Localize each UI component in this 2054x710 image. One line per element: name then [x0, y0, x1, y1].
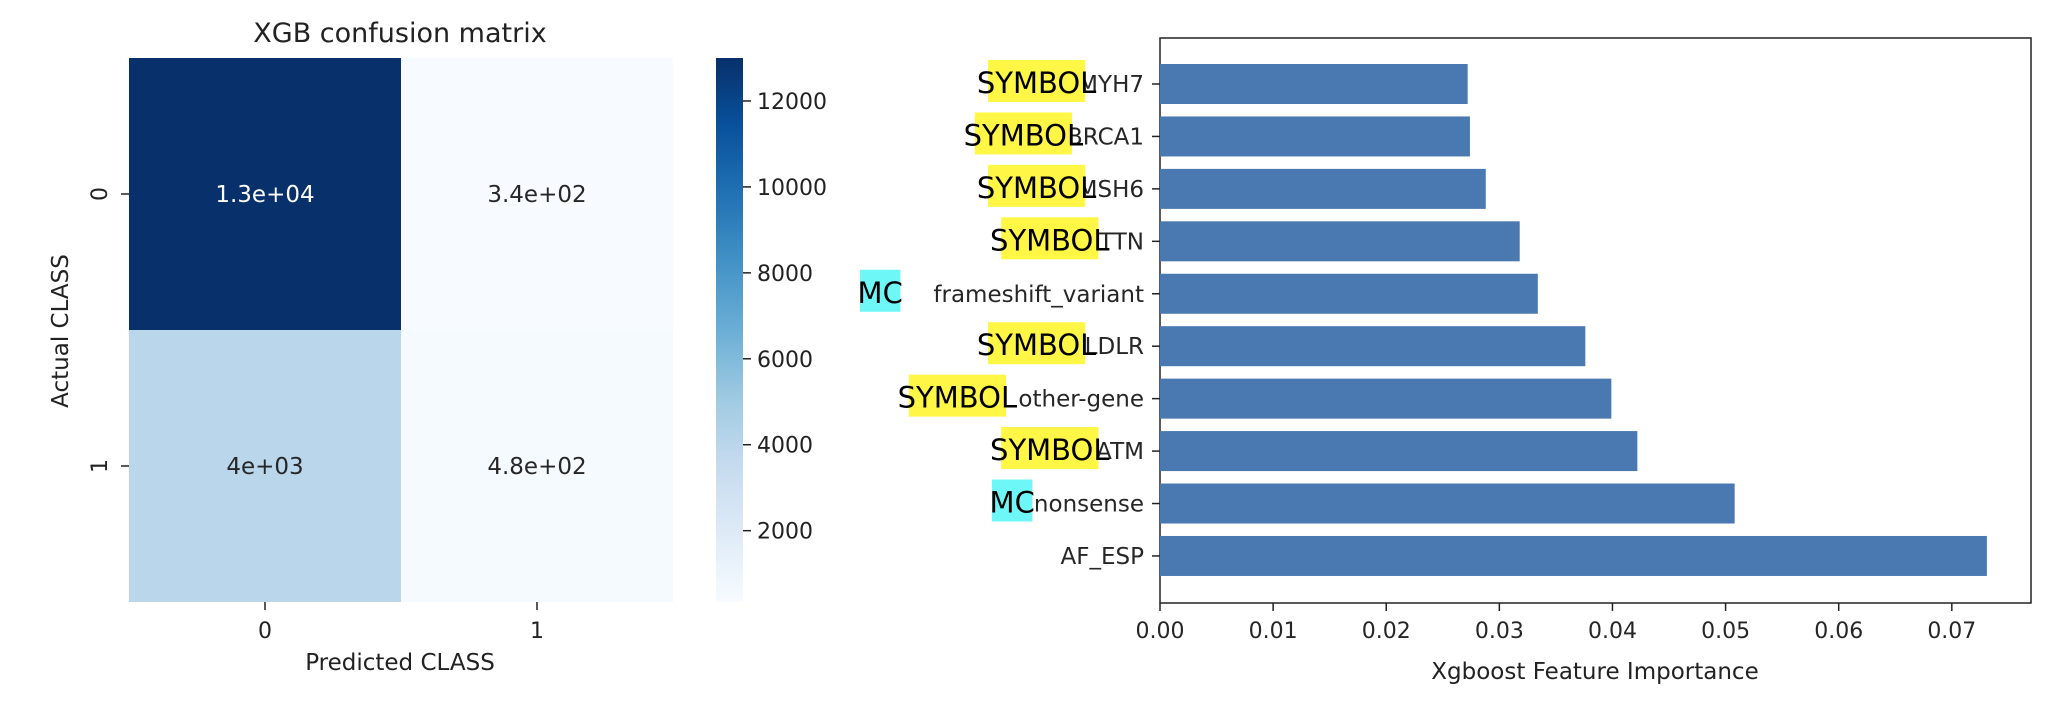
category-label: MYH7 [1078, 72, 1144, 98]
category-label: BRCA1 [1067, 124, 1144, 150]
category-tag-highlight [908, 374, 1006, 417]
x-tick-label: 0.07 [1927, 619, 1976, 644]
category-tag: SYMBOL [990, 433, 1110, 467]
category-tag: SYMBOL [977, 171, 1097, 205]
bar [1160, 431, 1638, 472]
category-tag-highlight [992, 479, 1033, 522]
category-tag-highlight [988, 322, 1086, 365]
category-tag: SYMBOL [977, 328, 1097, 362]
colorbar-tick-label: 2000 [757, 520, 813, 545]
colorbar-tick-label: 4000 [757, 434, 813, 459]
confusion-matrix-title: XGB confusion matrix [253, 18, 546, 49]
category-tag-highlight [988, 164, 1086, 207]
x-tick-label: 0 [258, 619, 272, 644]
confusion-matrix-chart: XGB confusion matrix 1.3e+04 3.4e+02 4e+03… [48, 18, 827, 676]
x-tick-label: 0.04 [1588, 619, 1637, 644]
category-tag: SYMBOL [990, 223, 1110, 257]
bar [1160, 483, 1735, 524]
bar [1160, 221, 1520, 262]
x-tick-label: 0.00 [1136, 619, 1185, 644]
y-tick-label: 1 [88, 459, 113, 473]
category-labels: MYH7 BRCA1 MSH6 TTN frameshift_variant LDLR ot… [933, 72, 1160, 570]
x-tick-label: 0.05 [1701, 619, 1750, 644]
bar [1160, 64, 1468, 104]
feature-importance-chart: MYH7 BRCA1 MSH6 TTN frameshift_variant LDLR ot… [858, 37, 2032, 685]
colorbar-tick-label: 6000 [757, 348, 813, 373]
confusion-matrix-axes: 0 1 0 1 [88, 187, 544, 644]
x-tick-label: 0.02 [1362, 619, 1411, 644]
bar [1160, 326, 1586, 367]
category-tag: MC [990, 486, 1035, 520]
confusion-matrix-cells [129, 58, 673, 602]
bar [1160, 116, 1470, 157]
plot-frame [1159, 37, 2032, 604]
bar [1160, 535, 1987, 576]
colorbar-tick-label: 8000 [757, 262, 813, 287]
cell-annotation: 4e+03 [226, 454, 303, 480]
bar [1160, 168, 1486, 209]
category-tag: SYMBOL [898, 381, 1018, 415]
category-tags: SYMBOL SYMBOL SYMBOL SYMBOL MC SYMBOL SYMBOL SY… [858, 60, 1110, 522]
x-tick-label: 0.06 [1814, 619, 1863, 644]
colorbar-tick-label: 12000 [757, 90, 827, 115]
category-label: nonsense [1034, 492, 1144, 518]
x-axis: 0.00 0.01 0.02 0.03 0.04 0.05 0.06 0.07 [1136, 603, 1976, 644]
category-label: ATM [1096, 439, 1144, 465]
x-tick-label: 1 [530, 619, 544, 644]
category-tag-highlight [988, 60, 1086, 102]
category-label: MSH6 [1078, 177, 1144, 203]
feature-importance-xlabel: Xgboost Feature Importance [1431, 659, 1758, 685]
cell-annotation: 3.4e+02 [487, 182, 586, 208]
category-label: frameshift_variant [933, 282, 1144, 308]
confusion-matrix-annotations: 1.3e+04 3.4e+02 4e+03 4.8e+02 [215, 182, 586, 480]
colorbar: 2000 4000 6000 8000 10000 12000 [716, 58, 827, 602]
category-label: AF_ESP [1061, 544, 1145, 570]
category-label: other-gene [1018, 387, 1144, 413]
confusion-matrix-ylabel: Actual CLASS [48, 254, 74, 408]
colorbar-tick-label: 10000 [757, 176, 827, 201]
category-label: TTN [1098, 229, 1144, 255]
category-tag-highlight [860, 269, 901, 312]
heatmap-cell [401, 58, 673, 330]
category-tag: SYMBOL [977, 66, 1097, 100]
x-tick-label: 0.03 [1475, 619, 1524, 644]
category-tag-highlight [974, 112, 1072, 155]
heatmap-cell [401, 330, 673, 602]
category-label: LDLR [1085, 334, 1144, 360]
x-tick-label: 0.01 [1249, 619, 1298, 644]
cell-annotation: 1.3e+04 [215, 182, 314, 208]
bars [1160, 64, 1987, 576]
confusion-matrix-xlabel: Predicted CLASS [305, 650, 495, 676]
colorbar-bar [716, 58, 743, 602]
category-tag: SYMBOL [964, 118, 1084, 152]
category-tag-highlight [1001, 217, 1099, 260]
heatmap-cell [129, 330, 401, 602]
bar [1160, 273, 1538, 314]
bar [1160, 378, 1612, 419]
cell-annotation: 4.8e+02 [487, 454, 586, 480]
category-tag: MC [858, 276, 903, 310]
category-tag-highlight [1001, 427, 1099, 470]
heatmap-cell [129, 58, 401, 330]
y-tick-label: 0 [88, 187, 113, 201]
